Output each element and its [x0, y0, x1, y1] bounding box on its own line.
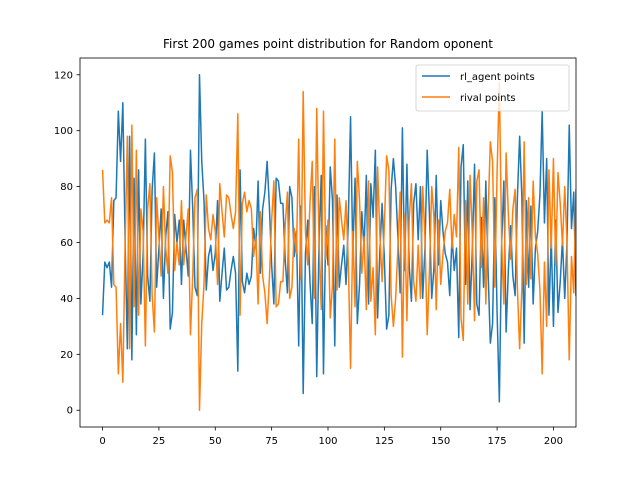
- legend: rl_agent points rival points: [415, 64, 570, 112]
- legend-label-rl-agent: rl_agent points: [460, 72, 535, 83]
- y-tick-label: 100: [54, 126, 73, 137]
- series-line-rl-agent: [101, 74, 576, 403]
- legend-box: [415, 64, 570, 112]
- x-tick-label: 50: [209, 436, 222, 447]
- x-axis-ticks: 0 25 50 75 100 125 150 175 200: [99, 427, 563, 447]
- y-tick-label: 120: [54, 70, 73, 81]
- series-line-rival: [101, 82, 576, 411]
- y-tick-label: 60: [60, 238, 73, 249]
- x-tick-label: 100: [318, 436, 337, 447]
- y-tick-label: 80: [60, 182, 73, 193]
- x-tick-label: 75: [265, 436, 278, 447]
- x-tick-label: 0: [99, 436, 105, 447]
- y-tick-label: 0: [67, 406, 73, 417]
- x-tick-label: 25: [153, 436, 166, 447]
- series-layer: [101, 74, 576, 411]
- y-tick-label: 40: [60, 294, 73, 305]
- x-tick-label: 150: [431, 436, 450, 447]
- x-tick-label: 175: [488, 436, 507, 447]
- chart-title: First 200 games point distribution for R…: [163, 37, 493, 51]
- legend-label-rival: rival points: [460, 93, 516, 104]
- y-axis-ticks: 0 20 40 60 80 100 120: [54, 70, 80, 417]
- x-tick-label: 125: [375, 436, 394, 447]
- y-tick-label: 20: [60, 350, 73, 361]
- x-tick-label: 200: [544, 436, 563, 447]
